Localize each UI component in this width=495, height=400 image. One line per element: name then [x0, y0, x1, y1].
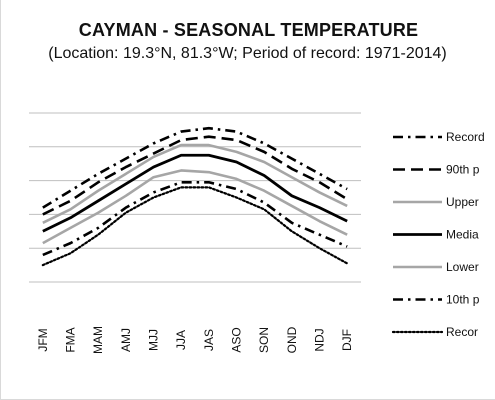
series-line-4: [42, 153, 348, 233]
legend-label-6: 10th p: [446, 293, 480, 307]
x-tick-label-ndj: NDJ: [313, 328, 327, 351]
legend-label-7: Recor: [446, 325, 478, 339]
series-line-3: [42, 143, 348, 225]
x-tick-labels: JFM FMA MAM AMJ MJJ JJA JAS ASO SON OND NDJ DJF: [36, 326, 354, 354]
x-tick-label-amj: AMJ: [119, 328, 133, 352]
chart-title: CAYMAN - SEASONAL TEMPERATURE: [78, 20, 419, 40]
series-layer: [41, 126, 349, 267]
series-line-7: [41, 186, 349, 267]
series-line-2: [42, 135, 348, 216]
x-tick-label-jas: JAS: [202, 329, 216, 351]
x-tick-label-fma: FMA: [64, 327, 78, 352]
x-tick-label-mjj: MJJ: [147, 329, 161, 351]
series-line-5: [42, 169, 348, 245]
legend-label-4: Media: [446, 228, 479, 242]
chart-subtitle: (Location: 19.3°N, 81.3°W; Period of rec…: [48, 45, 447, 62]
legend-label-1: Record: [446, 130, 485, 144]
x-tick-label-jja: JJA: [174, 330, 188, 350]
legend-label-5: Lower: [446, 260, 479, 274]
x-tick-label-son: SON: [257, 327, 271, 353]
x-tick-label-djf: DJF: [340, 329, 354, 351]
x-tick-label-jfm: JFM: [36, 328, 50, 351]
legend: Record 90th p Upper Media Lower 10th p Recor: [391, 130, 485, 339]
legend-label-3: Upper: [446, 195, 479, 209]
legend-label-2: 90th p: [446, 163, 480, 177]
grid-layer: [29, 112, 361, 283]
x-tick-label-ond: OND: [285, 326, 299, 353]
x-tick-label-aso: ASO: [230, 327, 244, 352]
x-tick-label-mam: MAM: [91, 326, 105, 354]
